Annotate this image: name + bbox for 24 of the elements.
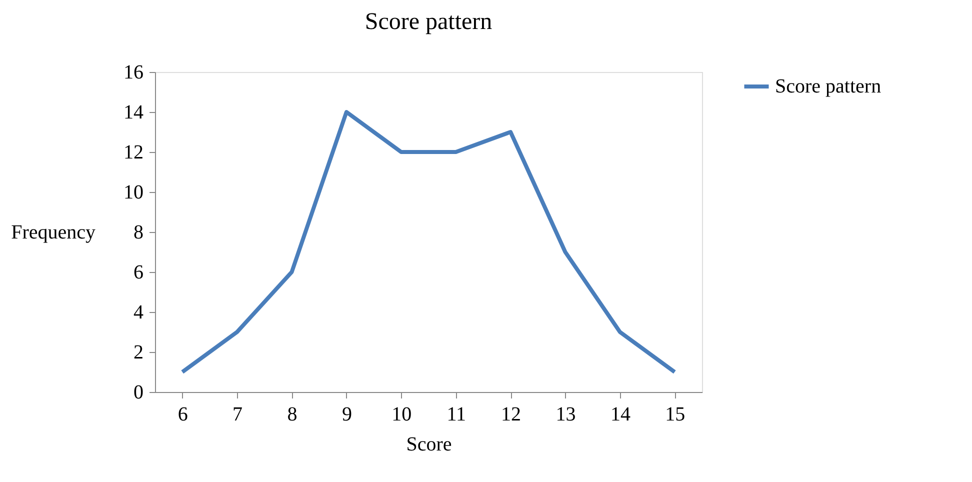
y-tick-label: 6 (134, 262, 144, 284)
y-tick-label: 2 (134, 342, 144, 364)
y-axis-title: Frequency (11, 222, 96, 244)
x-tick-label: 10 (392, 404, 412, 426)
x-tick-label: 9 (342, 404, 352, 426)
y-tick-label: 4 (134, 302, 144, 324)
x-tick-label: 14 (610, 404, 630, 426)
line-series (180, 110, 677, 374)
x-tick-label: 11 (446, 404, 466, 426)
y-tick-label: 8 (134, 222, 144, 244)
y-tick-label: 10 (124, 182, 144, 204)
x-tick-label: 15 (665, 404, 686, 426)
y-tick-label: 0 (134, 382, 144, 404)
x-tick-label: 12 (501, 404, 522, 426)
legend-label: Score pattern (775, 76, 882, 98)
y-tick-label: 14 (124, 102, 144, 124)
x-tick-label: 6 (178, 404, 188, 426)
y-tick-label: 16 (124, 62, 144, 84)
x-tick-label: 7 (232, 404, 243, 426)
x-axis-title: Score (406, 434, 452, 456)
chart-title: Score pattern (364, 9, 492, 35)
x-tick-label: 8 (287, 404, 298, 426)
y-tick-label: 12 (124, 142, 144, 164)
x-tick-label: 13 (556, 404, 576, 426)
